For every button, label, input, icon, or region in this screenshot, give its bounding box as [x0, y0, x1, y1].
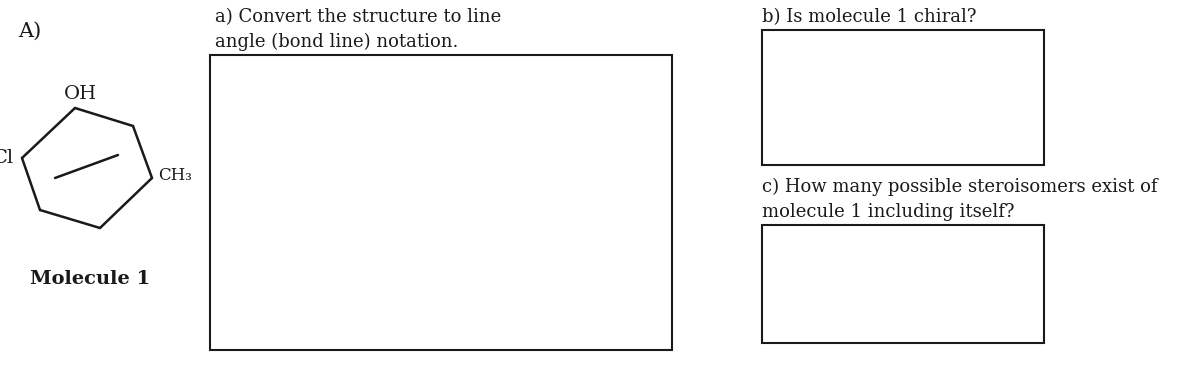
Text: c) How many possible steroisomers exist of
molecule 1 including itself?: c) How many possible steroisomers exist …	[762, 178, 1158, 221]
Bar	[762, 225, 1044, 343]
Text: a) Convert the structure to line
angle (bond line) notation.: a) Convert the structure to line angle (…	[215, 8, 502, 51]
Bar	[210, 55, 672, 350]
Text: CH₃: CH₃	[158, 167, 192, 185]
Text: OH: OH	[64, 85, 96, 103]
Text: A): A)	[18, 22, 41, 41]
Text: b) Is molecule 1 chiral?: b) Is molecule 1 chiral?	[762, 8, 977, 26]
Text: Molecule 1: Molecule 1	[30, 270, 150, 288]
Text: Cl: Cl	[0, 149, 14, 167]
Bar	[762, 30, 1044, 165]
